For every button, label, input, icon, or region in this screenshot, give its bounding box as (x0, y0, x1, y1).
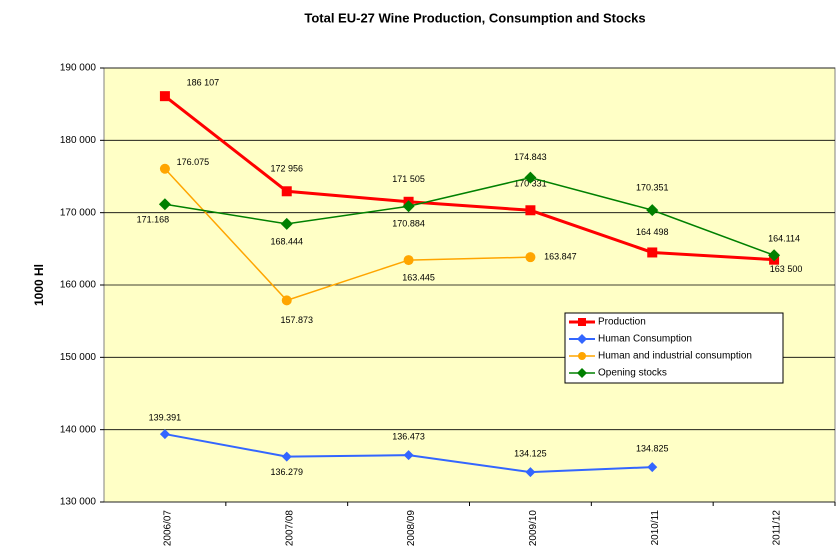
data-point (159, 163, 170, 174)
series-line (164, 168, 531, 302)
data-label: 171.168 (137, 215, 170, 225)
data-label: 186 107 (187, 78, 220, 88)
legend-label: Human Consumption (598, 334, 692, 345)
data-point (281, 295, 292, 306)
data-point (647, 462, 658, 473)
legend-label: Production (598, 317, 646, 328)
data-point (159, 91, 170, 102)
data-point (159, 429, 170, 440)
y-tick-label: 160 000 (60, 280, 97, 291)
data-label: 171 505 (392, 174, 425, 184)
y-tick-label: 170 000 (60, 207, 97, 218)
data-point (525, 467, 536, 478)
series-line (164, 176, 775, 256)
data-label: 163.445 (402, 272, 435, 282)
y-tick-label: 180 000 (60, 135, 97, 146)
data-label: 136.279 (270, 467, 303, 477)
data-point (646, 204, 659, 217)
data-label: 170 331 (514, 179, 547, 189)
x-tick-label: 2007/08 (284, 510, 295, 547)
data-label: 139.391 (149, 412, 182, 422)
data-label: 163.847 (544, 252, 577, 262)
data-label: 164 498 (636, 227, 669, 237)
legend-marker (578, 318, 586, 326)
legend-marker (577, 334, 587, 344)
y-axis-label: 1000 Hl (32, 264, 46, 306)
data-label: 163 500 (770, 264, 803, 274)
y-tick-label: 140 000 (60, 424, 97, 435)
legend-marker (578, 352, 586, 360)
series-line (163, 94, 775, 262)
data-point (281, 186, 292, 197)
legend-marker (577, 368, 587, 378)
chart-title: Total EU-27 Wine Production, Consumption… (304, 10, 645, 25)
data-label: 136.473 (392, 432, 425, 442)
x-tick-label: 2011/12 (772, 510, 783, 546)
data-label: 170.884 (392, 219, 425, 229)
data-label: 134.825 (636, 443, 669, 453)
x-tick-label: 2008/09 (406, 510, 417, 547)
y-tick-label: 190 000 (60, 63, 97, 74)
data-point (525, 252, 536, 263)
legend-box (564, 312, 784, 384)
data-label: 164.114 (768, 234, 800, 244)
x-tick-label: 2006/07 (163, 510, 174, 547)
legend-label: Human and industrial consumption (598, 351, 752, 362)
data-label: 134.125 (514, 449, 547, 459)
data-label: 168.444 (270, 236, 303, 246)
data-point (158, 198, 171, 211)
data-point (768, 249, 781, 262)
data-point (524, 171, 537, 184)
data-label: 157.873 (280, 315, 313, 325)
legend-label: Opening stocks (598, 368, 667, 379)
data-point (281, 451, 292, 462)
y-tick-label: 150 000 (60, 352, 97, 363)
data-point (647, 247, 658, 258)
y-tick-label: 130 000 (60, 497, 97, 508)
data-point (403, 450, 414, 461)
x-tick-label: 2010/11 (650, 510, 661, 546)
data-point (280, 217, 293, 230)
data-label: 174.843 (514, 152, 547, 162)
data-point (403, 255, 414, 266)
x-tick-label: 2009/10 (528, 510, 539, 547)
data-label: 176.075 (177, 157, 210, 167)
data-label: 172 956 (270, 164, 303, 174)
data-point (402, 200, 415, 213)
data-label: 170.351 (636, 183, 669, 193)
data-point (525, 205, 536, 216)
